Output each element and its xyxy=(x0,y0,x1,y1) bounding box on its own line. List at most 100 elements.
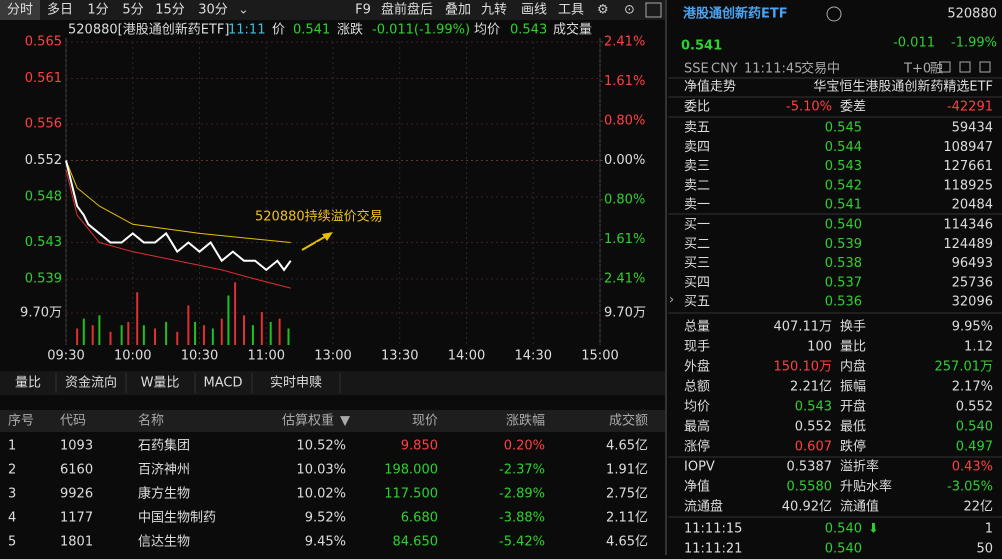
label: 现手 xyxy=(684,340,710,355)
tab[interactable]: 分时 xyxy=(7,3,33,18)
volume-bar xyxy=(98,315,101,345)
value: 0.497 xyxy=(956,440,993,455)
value: 0.540 xyxy=(956,420,993,435)
tab[interactable]: 5分 xyxy=(122,3,143,18)
table-header: 涨跌幅 xyxy=(506,413,545,429)
y2-tick-label: 0.80% xyxy=(604,114,645,129)
label: 委差 xyxy=(840,100,866,115)
x-tick-label: 10:00 xyxy=(114,349,151,364)
x-tick-label: 10:30 xyxy=(181,349,218,364)
book-volume: 96493 xyxy=(952,256,993,271)
book-volume: 118925 xyxy=(943,178,993,193)
table-cell: 10.52% xyxy=(296,439,346,454)
y-tick-label: 0.548 xyxy=(25,189,62,204)
tool[interactable]: 工具 xyxy=(558,3,584,18)
y-tick-label: 0.543 xyxy=(25,235,62,250)
table-cell: 198.000 xyxy=(384,463,438,478)
header-avg-label: 均价 xyxy=(474,23,500,38)
table-cell: 0.20% xyxy=(504,439,545,454)
sub-tab[interactable]: 实时申赎 xyxy=(270,376,322,391)
value: -5.10% xyxy=(786,100,832,115)
table-header: 序号 xyxy=(8,414,34,429)
value: 100 xyxy=(807,340,832,355)
tick-volume: 1 xyxy=(985,522,993,537)
table-cell: 4.65亿 xyxy=(606,439,648,454)
label: 溢折率 xyxy=(840,459,879,475)
book-label: 卖五 xyxy=(684,121,710,136)
header-price-label: 价 xyxy=(272,23,285,38)
book-price: 0.545 xyxy=(825,121,862,136)
x-tick-label: 14:30 xyxy=(515,349,552,364)
sort-icon[interactable]: ▼ xyxy=(340,414,350,429)
active-tab xyxy=(0,0,40,20)
book-label: 买一 xyxy=(684,218,710,233)
tab[interactable]: 30分 xyxy=(198,3,228,18)
y2-tick-label: 1.61% xyxy=(604,232,645,247)
y2-tick-label: 0.80% xyxy=(604,192,645,207)
table-cell: -2.89% xyxy=(499,487,545,502)
y-tick-label: 0.565 xyxy=(25,35,62,50)
value: 257.01万 xyxy=(935,360,994,375)
settings-icon[interactable]: ⚙ xyxy=(597,3,609,18)
value: 2.17% xyxy=(952,380,993,395)
tab[interactable]: 多日 xyxy=(47,2,73,18)
header-change-label: 涨跌 xyxy=(337,22,363,38)
header-time: 11:11 xyxy=(228,23,265,38)
table-cell: 4.65亿 xyxy=(606,535,648,550)
book-volume: 124489 xyxy=(943,237,993,252)
tool[interactable]: 叠加 xyxy=(445,3,471,18)
label: 总额 xyxy=(684,380,710,395)
volume-bar xyxy=(76,328,79,345)
value: -3.05% xyxy=(947,480,993,495)
nav-trend[interactable]: 净值走势 xyxy=(684,79,736,95)
circle-icon[interactable]: ⊙ xyxy=(624,3,635,18)
tab[interactable]: 1分 xyxy=(87,3,108,18)
value: 0.5387 xyxy=(787,460,833,475)
book-price: 0.544 xyxy=(825,140,862,155)
arrow-head xyxy=(322,232,333,241)
icon[interactable] xyxy=(979,61,991,73)
volume-tick-label: 9.70万 xyxy=(604,306,646,321)
tool[interactable]: 画线 xyxy=(521,3,547,18)
sub-tab[interactable]: MACD xyxy=(204,376,243,391)
value: -42291 xyxy=(947,100,993,115)
book-label: 卖四 xyxy=(684,140,710,155)
book-volume: 20484 xyxy=(952,198,993,213)
value: 0.607 xyxy=(795,440,832,455)
book-volume: 32096 xyxy=(952,295,993,310)
wp-icon[interactable] xyxy=(645,2,662,18)
info-icon[interactable] xyxy=(826,6,842,22)
volume-bar xyxy=(202,325,205,345)
sub-tab[interactable]: W量比 xyxy=(141,376,180,391)
tab[interactable]: 15分 xyxy=(155,3,185,18)
icon[interactable] xyxy=(959,61,971,73)
sub-tab[interactable]: 量比 xyxy=(15,376,41,391)
x-tick-label: 13:00 xyxy=(314,349,351,364)
table-cell: 百济神州 xyxy=(138,463,190,478)
tool[interactable]: F9 xyxy=(355,3,371,18)
table-cell: 1093 xyxy=(60,439,93,454)
volume-bar xyxy=(251,325,254,345)
dropdown-icon[interactable]: ⌄ xyxy=(238,3,249,18)
table-cell: 1177 xyxy=(60,511,93,526)
value: 0.5580 xyxy=(787,480,833,495)
table-cell: 2.11亿 xyxy=(606,511,648,526)
book-label: 买二 xyxy=(684,237,710,252)
change: -0.011 xyxy=(893,36,935,51)
sub-tab[interactable]: 资金流向 xyxy=(65,375,117,391)
tool[interactable]: 盘前盘后 xyxy=(381,2,433,18)
book-volume: 108947 xyxy=(943,140,993,155)
book-volume: 127661 xyxy=(943,159,993,174)
book-price: 0.541 xyxy=(825,198,862,213)
meta: SSE xyxy=(684,62,709,77)
last-price: 0.541 xyxy=(681,39,722,54)
tick-price: 0.540 xyxy=(825,542,862,556)
book-price: 0.537 xyxy=(825,275,862,290)
fund-name: 华宝恒生港股通创新药精选ETF xyxy=(813,79,993,95)
collapse-icon[interactable]: › xyxy=(669,293,674,308)
tool[interactable]: 九转 xyxy=(481,3,507,18)
x-tick-label: 09:30 xyxy=(47,349,84,364)
icon[interactable] xyxy=(939,61,951,73)
volume-bar xyxy=(127,321,130,345)
table-cell: 6.680 xyxy=(401,511,438,526)
